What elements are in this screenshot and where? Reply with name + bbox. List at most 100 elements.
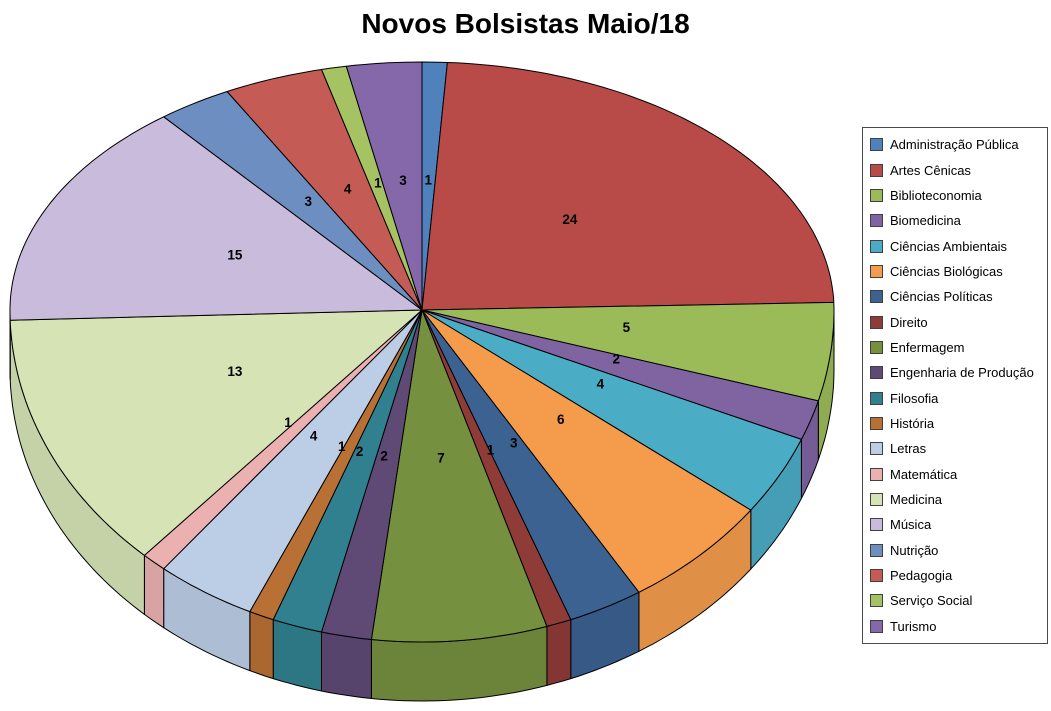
pie-slice-rim[interactable] xyxy=(546,619,572,686)
legend-item[interactable]: Ciências Biológicas xyxy=(870,259,1045,284)
legend-swatch-icon xyxy=(870,290,883,304)
slice-value-label: 13 xyxy=(227,364,243,379)
legend-item[interactable]: Administração Pública xyxy=(870,132,1045,157)
legend-item[interactable]: Engenharia de Produção xyxy=(870,360,1045,385)
pie-slice[interactable] xyxy=(421,301,835,402)
pie-slice[interactable] xyxy=(421,309,752,593)
pie-slice-rim[interactable] xyxy=(249,611,274,680)
legend-box: Administração Pública Artes Cênicas Biblio… xyxy=(862,127,1048,644)
legend-item[interactable]: Matemática xyxy=(870,462,1045,487)
legend-swatch-icon xyxy=(870,442,883,456)
legend-swatch-icon xyxy=(870,138,883,152)
slice-value-label: 1 xyxy=(374,176,382,191)
legend-swatch-icon xyxy=(870,366,883,380)
legend-label: Ciências Políticas xyxy=(890,289,993,305)
legend-label: Administração Pública xyxy=(890,137,1019,153)
legend-item[interactable]: Biblioteconomia xyxy=(870,183,1045,208)
legend-label: Direito xyxy=(890,314,928,330)
legend-item[interactable]: Letras xyxy=(870,436,1045,461)
slice-value-label: 1 xyxy=(425,173,433,188)
slice-value-label: 3 xyxy=(304,194,312,209)
legend-swatch-icon xyxy=(870,518,883,532)
legend-item[interactable]: História xyxy=(870,411,1045,436)
pie-slice[interactable] xyxy=(9,116,423,321)
legend-item[interactable]: Artes Cênicas xyxy=(870,158,1045,183)
pie-slice[interactable] xyxy=(370,309,548,643)
legend-item[interactable]: Ciências Ambientais xyxy=(870,234,1045,259)
legend-swatch-icon xyxy=(870,264,883,278)
legend-item[interactable]: Enfermagem xyxy=(870,335,1045,360)
legend-swatch-icon xyxy=(870,619,883,633)
legend-label: Nutrição xyxy=(890,542,939,558)
legend-swatch-icon xyxy=(870,315,883,329)
legend-label: Biblioteconomia xyxy=(890,187,982,203)
slice-value-label: 4 xyxy=(310,429,318,444)
legend-item[interactable]: Biomedicina xyxy=(870,208,1045,233)
legend-label: Medicina xyxy=(890,491,943,507)
pie-slice[interactable] xyxy=(421,309,819,440)
pie-slice[interactable] xyxy=(421,309,802,511)
slice-value-label: 1 xyxy=(338,439,346,454)
pie-slice[interactable] xyxy=(163,91,423,311)
pie-slice[interactable] xyxy=(163,309,423,613)
pie-slice[interactable] xyxy=(345,61,423,311)
legend-label: Filosofia xyxy=(890,390,939,406)
slice-value-label: 1 xyxy=(487,442,495,457)
legend-swatch-icon xyxy=(870,214,883,228)
slice-value-label: 4 xyxy=(597,376,605,391)
legend-item[interactable]: Música xyxy=(870,512,1045,537)
chart-title: Novos Bolsistas Maio/18 xyxy=(361,8,690,39)
legend-label: Ciências Biológicas xyxy=(890,263,1003,279)
legend-item[interactable]: Serviço Social xyxy=(870,588,1045,613)
pie-slice-rim[interactable] xyxy=(321,631,372,699)
legend-label: Artes Cênicas xyxy=(890,162,971,178)
legend-label: Biomedicina xyxy=(890,213,961,229)
slice-value-label: 4 xyxy=(344,181,352,196)
slice-value-label: 1 xyxy=(284,415,292,430)
legend-label: Ciências Ambientais xyxy=(890,238,1008,254)
legend-swatch-icon xyxy=(870,188,883,202)
pie-slice[interactable] xyxy=(9,309,423,556)
legend-swatch-icon xyxy=(870,569,883,583)
slice-value-label: 2 xyxy=(613,351,621,366)
pie-slice[interactable] xyxy=(272,309,423,633)
legend-item[interactable]: Turismo xyxy=(870,614,1045,639)
legend-item[interactable]: Pedagogia xyxy=(870,563,1045,588)
legend-swatch-icon xyxy=(870,492,883,506)
legend-label: Música xyxy=(890,517,932,533)
slice-value-label: 3 xyxy=(399,173,407,188)
legend-label: Turismo xyxy=(890,618,937,634)
legend-item[interactable]: Medicina xyxy=(870,487,1045,512)
slice-value-label: 6 xyxy=(557,412,565,427)
slice-value-label: 2 xyxy=(380,448,388,463)
slice-value-label: 5 xyxy=(623,320,631,335)
pie-slice[interactable] xyxy=(321,309,423,640)
slice-value-label: 24 xyxy=(562,212,578,227)
legend-item[interactable]: Direito xyxy=(870,310,1045,335)
legend-label: Enfermagem xyxy=(890,339,965,355)
legend-label: Pedagogia xyxy=(890,568,953,584)
slice-value-label: 2 xyxy=(356,444,364,459)
legend-swatch-icon xyxy=(870,239,883,253)
legend-label: Serviço Social xyxy=(890,593,973,609)
pie-slice[interactable] xyxy=(226,69,423,311)
legend-swatch-icon xyxy=(870,543,883,557)
legend-label: Engenharia de Produção xyxy=(890,365,1034,381)
legend-item[interactable]: Filosofia xyxy=(870,386,1045,411)
legend-label: Letras xyxy=(890,441,927,457)
legend-swatch-icon xyxy=(870,340,883,354)
legend-swatch-icon xyxy=(870,391,883,405)
legend-swatch-icon xyxy=(870,594,883,608)
slice-value-label: 15 xyxy=(227,248,243,263)
legend-swatch-icon xyxy=(870,163,883,177)
slice-value-label: 3 xyxy=(510,435,518,450)
legend-swatch-icon xyxy=(870,416,883,430)
legend-label: Matemática xyxy=(890,466,958,482)
pie-slice[interactable] xyxy=(421,309,640,621)
slice-value-label: 7 xyxy=(437,450,445,465)
legend-item[interactable]: Nutrição xyxy=(870,538,1045,563)
legend-item[interactable]: Ciências Políticas xyxy=(870,284,1045,309)
pie-slice[interactable] xyxy=(421,62,835,311)
